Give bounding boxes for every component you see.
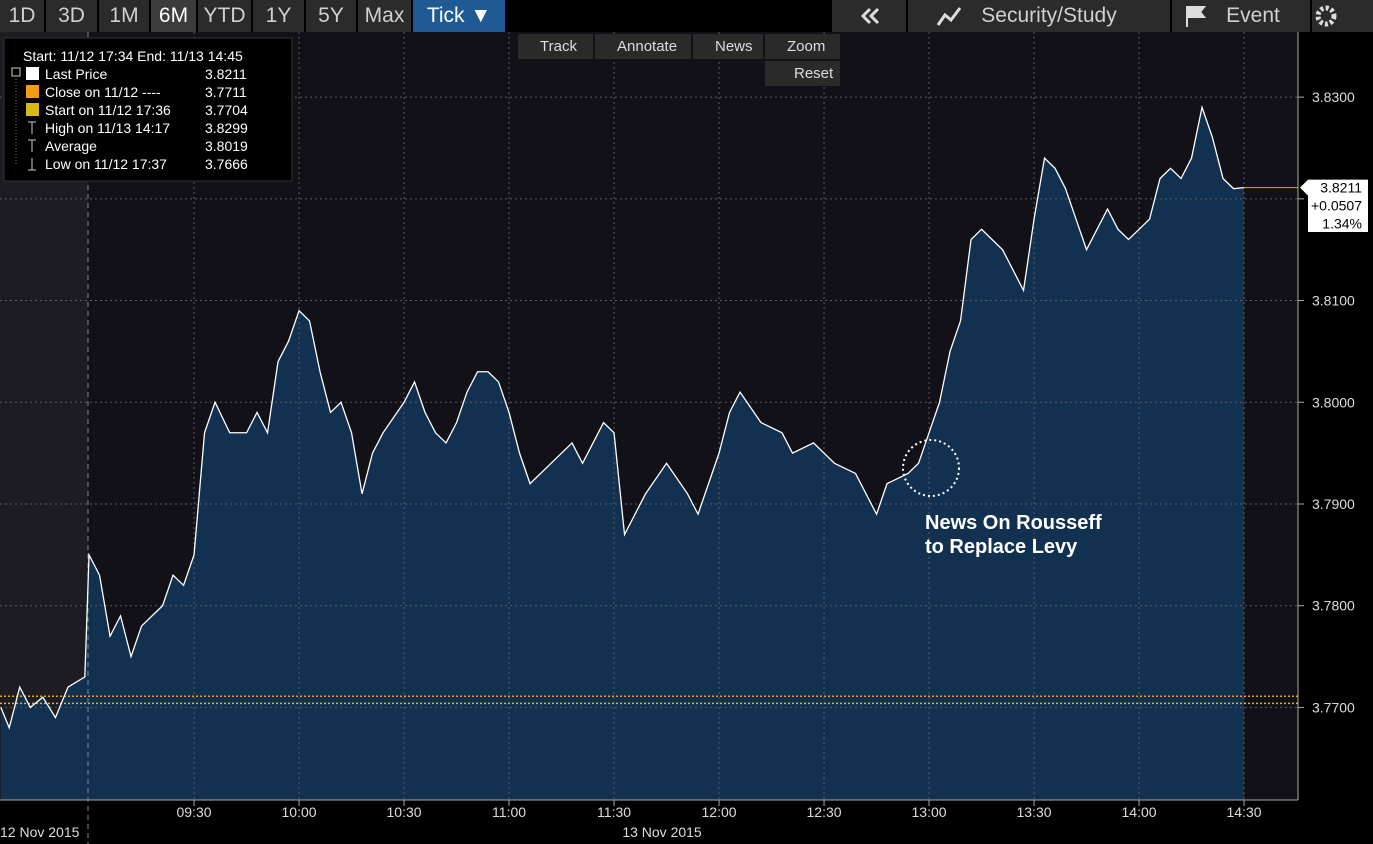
legend-label: Last Price: [45, 66, 107, 82]
menu-button[interactable]: Security/Study: [908, 0, 1170, 32]
y-tick-label: 3.8000: [1312, 394, 1355, 410]
range-button[interactable]: YTD: [198, 0, 251, 32]
annotation: News On Rousseff: [925, 512, 1102, 534]
legend-box: [3, 37, 293, 182]
legend-label: Average: [45, 138, 97, 154]
y-tick-label: 3.7800: [1312, 598, 1355, 614]
last-change: +0.0507: [1311, 198, 1362, 214]
range-button[interactable]: 1M: [99, 0, 149, 32]
range-button[interactable]: 6M: [151, 0, 196, 32]
settings-button[interactable]: [1312, 0, 1373, 32]
last-price-box: [1300, 179, 1368, 232]
legend-value: 3.7704: [205, 102, 248, 118]
last-price: 3.8211: [1320, 180, 1362, 196]
collapse-button[interactable]: [832, 0, 906, 32]
x-tick-label: 13:00: [912, 804, 947, 820]
legend-value: 3.8019: [205, 138, 248, 154]
legend-icon: [28, 139, 36, 152]
last-change-pct: 1.34%: [1322, 216, 1362, 232]
tool-button[interactable]: Track: [518, 34, 593, 59]
legend-swatch: [26, 85, 39, 98]
x-tick-label: 14:00: [1122, 804, 1157, 820]
legend-label: Start on 11/12 17:36: [45, 102, 171, 118]
x-tick-label: 11:30: [597, 804, 631, 820]
menu-label: Security/Study: [981, 4, 1117, 27]
x-tick-label: 12:30: [807, 804, 842, 820]
legend-label: Close on 11/12 ----: [45, 84, 161, 100]
range-button[interactable]: 1D: [0, 0, 44, 32]
y-tick-label: 3.7700: [1312, 699, 1355, 715]
tool-button[interactable]: Reset: [765, 61, 840, 86]
x-tick-label: 10:30: [387, 804, 422, 820]
legend-label: High on 11/13 14:17: [45, 120, 170, 136]
x-tick-label: 13:30: [1017, 804, 1052, 820]
menu-label: Event: [1226, 4, 1280, 27]
x-tick-label: 11:00: [492, 804, 526, 820]
y-tick-label: 3.8300: [1312, 89, 1355, 105]
annotation-circle: [902, 439, 960, 497]
x-tick-label: 09:30: [177, 804, 212, 820]
legend-header: Start: 11/12 17:34 End: 11/13 14:45: [23, 48, 243, 64]
x-tick-label: 14:30: [1227, 804, 1262, 820]
x-tick-label: 12:00: [702, 804, 737, 820]
tool-button[interactable]: News: [693, 34, 763, 59]
legend-value: 3.8299: [205, 120, 248, 136]
range-button[interactable]: 1Y: [253, 0, 304, 32]
legend-swatch: [26, 103, 39, 116]
y-tick-label: 3.7900: [1312, 496, 1355, 512]
legend-icon: [28, 158, 36, 171]
date-label: 13 Nov 2015: [622, 824, 702, 840]
legend-value: 3.8211: [205, 66, 247, 82]
legend-value: 3.7666: [205, 156, 248, 172]
range-button[interactable]: 3D: [46, 0, 97, 32]
price-area: [0, 107, 1245, 800]
legend-icon: [28, 121, 36, 134]
y-tick-label: 3.8100: [1312, 293, 1355, 309]
legend-value: 3.7711: [205, 84, 247, 100]
tool-button[interactable]: Annotate: [595, 34, 691, 59]
date-label: 12 Nov 2015: [0, 824, 80, 840]
range-button[interactable]: Max: [358, 0, 411, 32]
range-button[interactable]: 5Y: [306, 0, 356, 32]
annotation: to Replace Levy: [925, 536, 1078, 558]
legend-swatch: [26, 67, 39, 80]
tool-button[interactable]: Zoom: [765, 34, 840, 59]
menu-button[interactable]: Event: [1172, 0, 1310, 32]
x-tick-label: 10:00: [282, 804, 317, 820]
legend-label: Low on 11/12 17:37: [45, 156, 167, 172]
range-button[interactable]: Tick ▼: [413, 0, 505, 32]
price-line: [0, 104, 1245, 730]
axis-background: [1298, 32, 1373, 800]
